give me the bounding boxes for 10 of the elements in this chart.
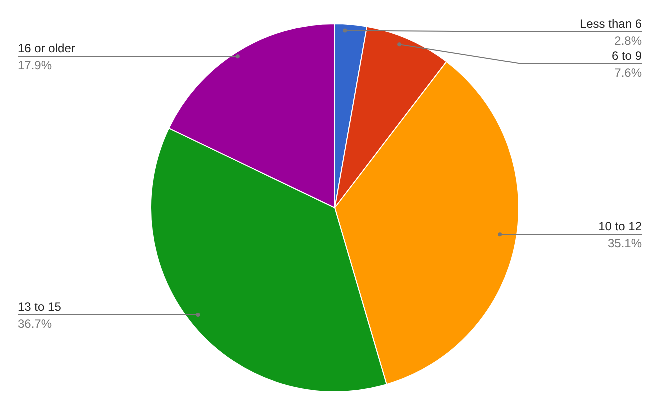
slice-label: Less than 6 [580,17,642,31]
data-label: 17.9% [18,58,52,73]
data-label: 36.7% [18,317,52,332]
slice-label: 13 to 15 [18,300,62,314]
data-label: 2.8% [614,34,642,48]
slice-label: 6 to 9 [612,49,642,63]
slice-label: 10 to 12 [598,220,642,234]
slice-label: 16 or older [18,42,76,56]
data-label: 35.1% [608,236,642,251]
data-label: 7.6% [614,66,642,80]
